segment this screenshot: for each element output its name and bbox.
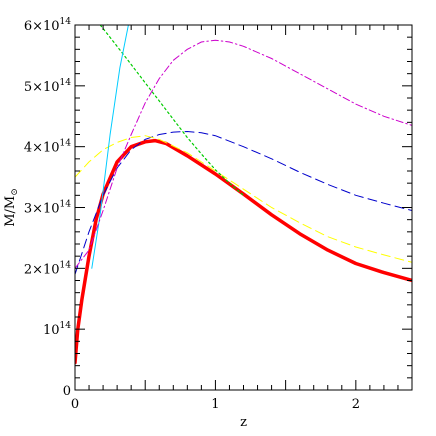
series-line-1 [75,138,412,365]
x-tick-label: 1 [211,397,219,412]
series-layer [75,25,412,365]
y-tick-label: 2×1014 [24,260,71,277]
svg-text:M/M⊙: M/M⊙ [3,188,20,227]
y-tick-label: 4×1014 [24,139,71,156]
y-tick-label: 1014 [43,321,71,338]
y-axis-label: M/M⊙ [3,188,20,227]
y-tick-label: 5×1014 [24,78,71,95]
y-tick-label: 6×1014 [24,17,71,34]
series-line-2 [75,131,412,275]
y-axis-label-main: M/M [3,196,18,227]
x-tick-label: 2 [352,397,360,412]
series-line-4 [99,25,245,196]
x-axis-label: z [240,415,247,430]
plot-frame [74,24,413,391]
y-axis-label-sub: ⊙ [10,188,20,196]
x-tick-label: 0 [71,397,79,412]
series-line-6 [75,39,412,269]
series-line-5 [91,25,129,269]
labels-layer: 0 1 2 0 1014 2×1014 3×1014 4×1014 5×1014 6×1014 [24,17,360,412]
y-tick-label: 0 [63,384,71,399]
ticks-layer [74,24,413,391]
series-line-3 [75,135,412,263]
y-tick-label: 3×1014 [24,200,71,217]
